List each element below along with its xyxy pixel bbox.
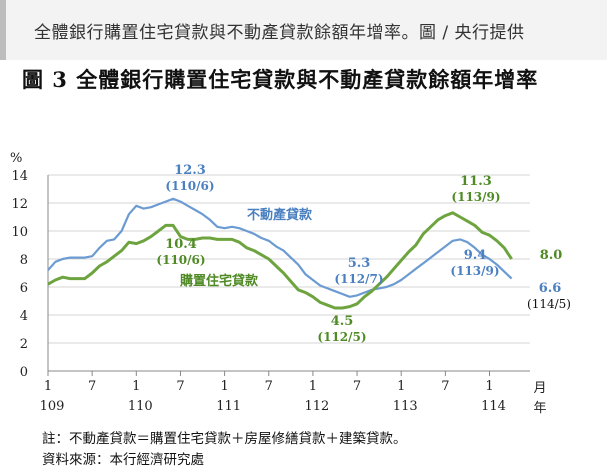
caption-bar: 全體銀行購置住宅貸款與不動產貸款餘額年增率。圖 / 央行提供 — [0, 0, 607, 60]
series-layer — [47, 197, 513, 310]
x-tick-label-month: 1 — [44, 379, 52, 394]
annotation-peak-real-estate-value: 12.3 — [174, 163, 206, 178]
x-tick-label-month: 1 — [132, 379, 140, 394]
annotation-peak2-home-value: 11.3 — [460, 174, 492, 189]
y-tick-label: 12 — [11, 197, 28, 212]
annotation-last-real-estate-value: 6.6 — [539, 281, 562, 296]
caption-text: 全體銀行購置住宅貸款與不動產貸款餘額年增率。圖 / 央行提供 — [34, 23, 525, 43]
x-tick-label-year: 110 — [128, 399, 153, 414]
annotation-peak-home-value: 10.4 — [165, 237, 197, 252]
x-tick-label-month: 1 — [220, 379, 228, 394]
x-tick-label-year: 114 — [481, 399, 506, 414]
annotation-peak2-real-estate-value: 9.4 — [464, 248, 487, 263]
y-tick-label: 10 — [11, 225, 28, 240]
series-name-real-estate-loans: 不動產貸款 — [247, 207, 313, 223]
annotation-peak2-home-date: (113/9) — [451, 190, 500, 204]
annotation-trough-home-date: (112/5) — [317, 330, 366, 344]
x-axis-year-label: 年 — [533, 401, 546, 416]
footnote: 註：不動產貸款＝購置住宅貸款＋房屋修繕貸款＋建築貸款。 — [42, 431, 407, 447]
series-line-home-purchase-loans — [47, 211, 513, 310]
y-tick-label: 8 — [20, 253, 28, 268]
x-tick-label-month: 7 — [353, 379, 361, 394]
x-tick-label-month: 1 — [309, 379, 317, 394]
x-tick-label-month: 7 — [441, 379, 449, 394]
y-tick-label: 14 — [11, 169, 28, 184]
y-tick-label: 0 — [20, 365, 28, 380]
grid-layer — [48, 174, 530, 372]
x-tick-label-month: 7 — [88, 379, 96, 394]
x-tick-label-year: 113 — [393, 399, 418, 414]
y-axis-unit: % — [10, 151, 22, 166]
x-tick-label-month: 7 — [176, 379, 184, 394]
annotation-peak2-real-estate-date: (113/9) — [450, 264, 499, 278]
annotation-last-home-value: 8.0 — [540, 248, 563, 263]
annotation-trough-home-value: 4.5 — [331, 314, 354, 329]
x-tick-label-year: 112 — [305, 399, 330, 414]
x-axis-month-label: 月 — [533, 381, 546, 396]
y-tick-label: 6 — [20, 281, 28, 296]
x-tick-label-year: 109 — [40, 399, 65, 414]
source-note: 資料來源：本行經濟研究處 — [42, 452, 204, 468]
label-layer: 不動產貸款購置住宅貸款12.3(110/6)5.3(112/7)9.4(113/… — [156, 163, 571, 344]
x-tick-label-month: 1 — [397, 379, 405, 394]
x-tick-label-month: 7 — [265, 379, 273, 394]
y-tick-label: 4 — [20, 309, 28, 324]
figure-title: 圖 3 全體銀行購置住宅貸款與不動產貸款餘額年增率 — [22, 67, 539, 92]
annotation-peak-real-estate-date: (110/6) — [165, 179, 214, 193]
annotation-last-real-estate-date: (114/5) — [527, 297, 571, 311]
y-tick-label: 2 — [20, 337, 28, 352]
series-name-home-purchase-loans: 購置住宅貸款 — [179, 273, 259, 289]
series-line-real-estate-loans — [47, 197, 513, 298]
annotation-peak-home-date: (110/6) — [156, 253, 205, 267]
x-tick-label-month: 1 — [485, 379, 493, 394]
x-tick-label-year: 111 — [216, 399, 241, 414]
annotation-trough-real-estate-value: 5.3 — [348, 256, 371, 271]
annotation-trough-real-estate-date: (112/7) — [334, 272, 383, 286]
